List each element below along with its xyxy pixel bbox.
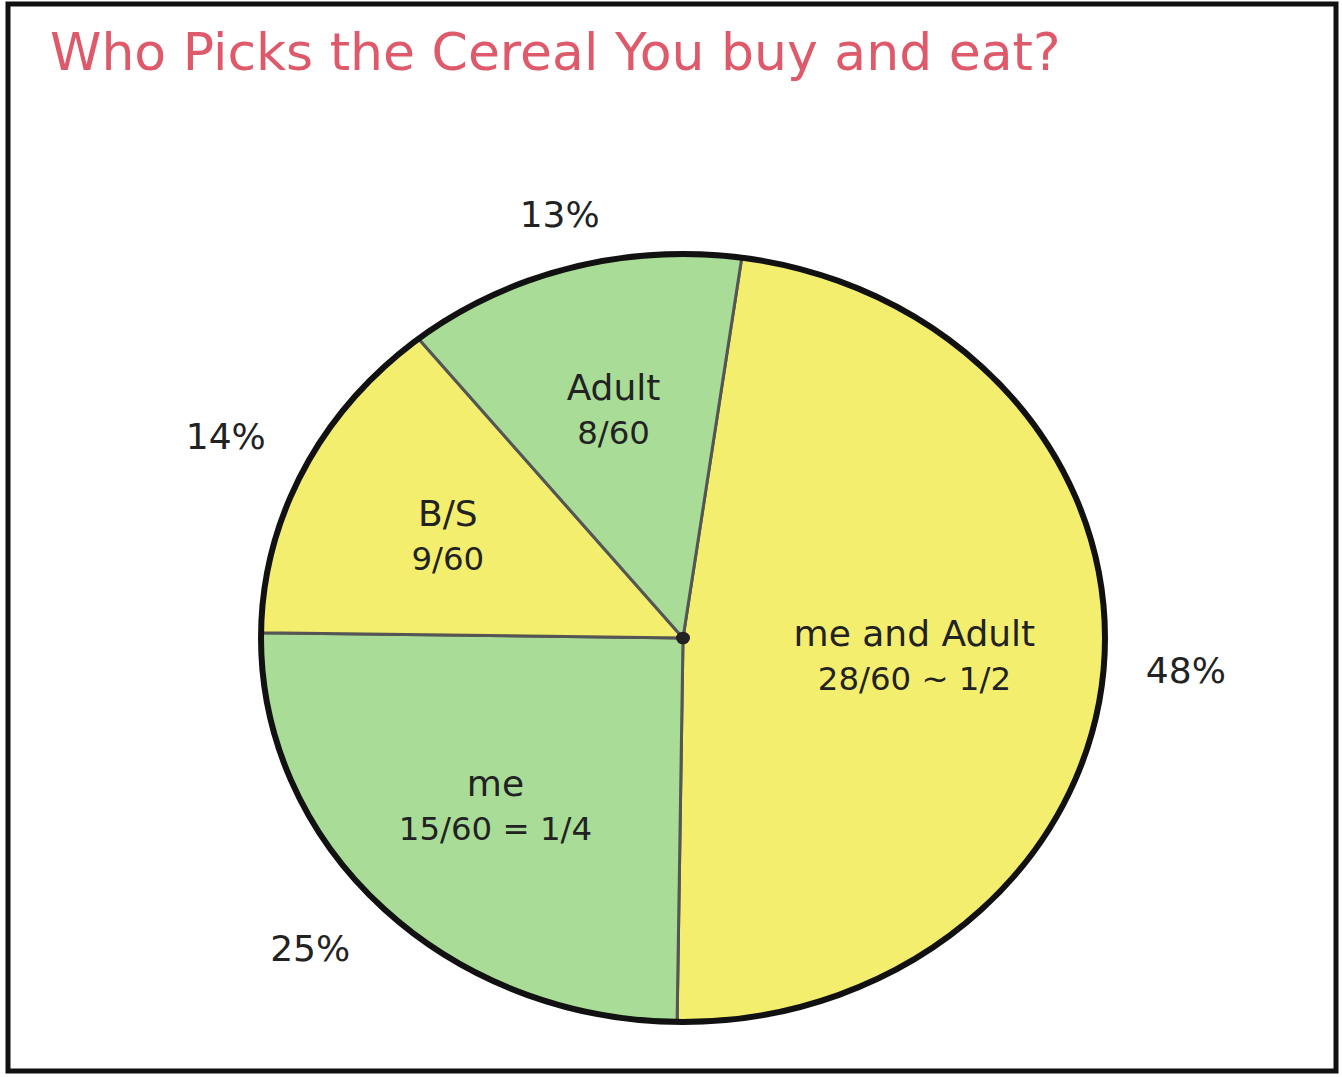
slice-label: me and Adult: [794, 613, 1036, 654]
slice: [419, 254, 742, 638]
slice-label: me: [467, 763, 524, 804]
fraction-label: 9/60: [411, 540, 484, 578]
background: [0, 0, 1342, 1077]
slice-label: B/S: [418, 493, 478, 534]
labels: me and Adult 28/60 ~ 1/2 48% me 15/60 = 1/4 2…: [186, 194, 1226, 970]
value-label: 48%: [1146, 650, 1226, 691]
slice: [677, 258, 1105, 1022]
value-label: 25%: [270, 928, 350, 969]
fraction-label: 28/60 ~ 1/2: [818, 660, 1011, 698]
chart: Who Picks the Cereal You buy and eat? me …: [0, 0, 1342, 1077]
fraction-label: 8/60: [577, 414, 650, 452]
center-dot: [676, 632, 690, 645]
pie: [261, 254, 1105, 1022]
value-label: 14%: [186, 416, 266, 457]
value-label: 13%: [520, 194, 600, 235]
title: Who Picks the Cereal You buy and eat?: [50, 22, 1061, 82]
outline: [261, 254, 1105, 1022]
title-line: Who Picks the Cereal You buy and eat?: [50, 22, 1061, 82]
slice: [261, 633, 683, 1022]
fraction-label: 15/60 = 1/4: [399, 810, 592, 848]
slice-label: Adult: [567, 367, 661, 408]
frame: [8, 4, 1336, 1071]
